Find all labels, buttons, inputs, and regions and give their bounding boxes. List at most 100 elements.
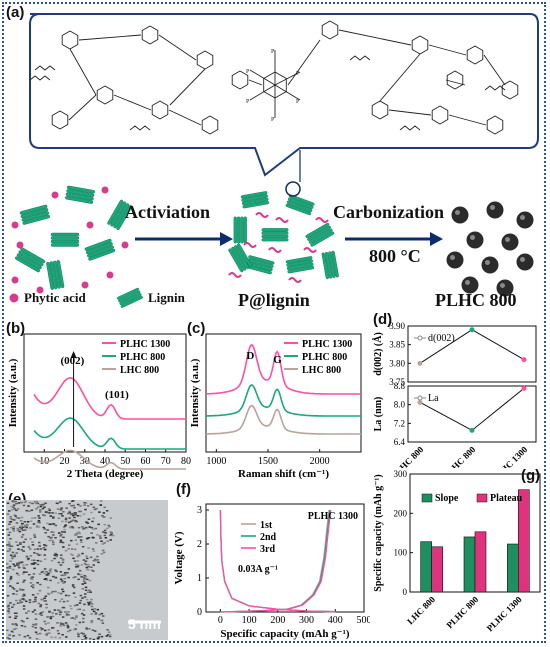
phytic-link [275,217,289,223]
tem-grain [85,521,88,523]
tem-grain [8,543,11,545]
annotation-002: (002) [60,355,84,367]
tem-grain [81,639,84,640]
tem-grain [66,630,70,633]
tem-grain [49,568,53,570]
tem-grain [96,608,100,611]
phosphate-label: P [246,69,250,75]
tem-grain [74,576,77,578]
tem-grain [22,504,26,507]
tem-grain [72,557,75,560]
tem-grain [34,618,38,620]
tem-grain [51,539,54,542]
tem-grain [6,544,9,546]
tem-grain [55,555,58,558]
tem-grain [44,544,47,547]
category-label: LHC 800 [405,594,437,626]
tem-grain [72,504,75,507]
xrd-curve-lhc-800 [33,449,186,470]
tem-grain [86,591,90,593]
tem-grain [81,588,85,590]
tem-grain [76,564,80,567]
tem-grain [15,612,18,614]
tem-grain [8,550,12,552]
tem-grain [87,537,91,539]
tem-grain [42,514,45,516]
tem-grain [91,520,94,523]
tem-grain [22,608,26,610]
tem-grain [85,628,88,630]
tem-grain [31,502,34,505]
tem-grain [8,634,11,636]
tem-grain [67,548,70,550]
tem-grain [12,501,15,503]
tem-grain [46,616,49,618]
tem-grain [73,512,77,514]
tem-grain [23,521,27,523]
tem-grain [90,621,93,624]
tem-grain [18,634,21,636]
tem-grain [43,572,46,575]
tem-grain [6,513,10,515]
tem-grain [100,540,103,542]
tem-grain [107,634,110,636]
tem-grain [28,573,31,576]
tem-grain [90,566,93,568]
tem-grain [82,609,86,611]
lignin-rod [65,185,95,204]
tem-grain [44,578,48,580]
tem-grain [102,531,105,533]
tem-grain [55,502,59,504]
tem-grain [80,612,84,615]
tem-grain [51,575,55,578]
arrow-activation-head [220,232,233,246]
tem-grain [98,511,101,513]
tem-grain [67,576,70,579]
phytic-link [255,212,269,218]
lignin-rod [285,194,315,216]
tem-grain [70,553,73,555]
tem-grain [48,611,51,613]
y-tick-label: 0 [197,607,202,618]
tem-grain [61,541,65,544]
tem-grain [52,534,55,536]
tem-grain [58,611,62,613]
tem-grain [78,510,81,513]
x-tick-label: 80 [181,456,191,467]
tem-grain [71,584,75,586]
tem-grain [44,633,48,636]
y-axis-label: Intensity (a.u.) [189,358,201,427]
tem-grain [8,616,12,618]
tem-grain [79,510,83,513]
tem-grain [36,593,40,595]
bond [113,94,152,111]
tem-grain [66,626,70,628]
tem-grain [38,573,42,575]
tem-grain [9,515,12,518]
tem-grain [94,612,98,614]
tem-grain [59,564,63,566]
legend-label: Slope [435,493,459,504]
tem-grain [69,526,72,528]
tem-grain [20,501,23,503]
carbon-sphere [486,201,504,219]
tem-grain [54,569,57,571]
tem-grain [45,579,49,581]
tem-grain [15,572,19,575]
y-axis-label: d(002) (Å) [372,332,384,376]
panel-b-label: (b) [6,320,26,337]
tem-grain [108,635,112,638]
tem-grain [88,526,91,528]
tem-grain [25,564,29,566]
tem-grain [21,595,25,597]
tem-grain [42,526,45,529]
tem-grain [39,554,42,556]
tem-grain [110,533,113,536]
tem-grain [27,545,31,548]
tem-grain [112,534,115,537]
tem-grain [92,528,95,530]
tem-grain [74,534,78,536]
lignin-rod [285,256,315,274]
tem-grain [64,520,68,523]
tem-grain [96,559,100,561]
